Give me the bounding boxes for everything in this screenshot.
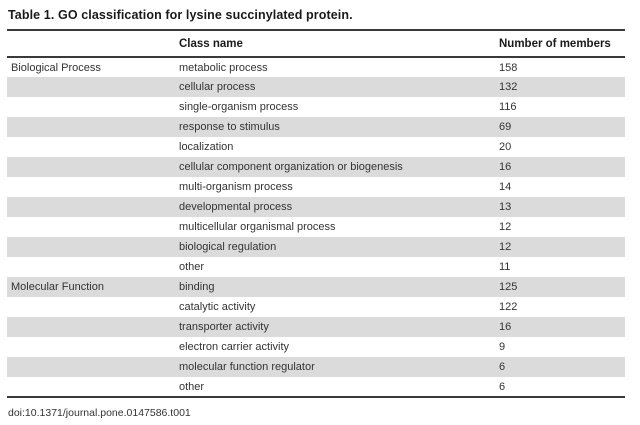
- table-row: Molecular Function binding 125: [7, 277, 625, 297]
- row-class-name-cell: response to stimulus: [179, 121, 280, 133]
- row-group-cell: [7, 197, 179, 217]
- row-class-name-cell: single-organism process: [179, 101, 299, 113]
- table-row: catalytic activity 122: [7, 297, 625, 317]
- header-row: Class name Number of members: [7, 30, 625, 58]
- row-members-cell: 14: [499, 181, 512, 193]
- table-row: multicellular organismal process 12: [7, 217, 625, 237]
- table-row: transporter activity 16: [7, 317, 625, 337]
- row-members-cell: 9: [499, 341, 506, 353]
- table-row: biological regulation 12: [7, 237, 625, 257]
- row-members-cell: 122: [499, 301, 518, 313]
- row-group-cell: [7, 177, 179, 197]
- doi-text: doi:10.1371/journal.pone.0147586.t001: [8, 407, 191, 419]
- row-members-cell: 13: [499, 201, 512, 213]
- table-row: molecular function regulator 6: [7, 357, 625, 377]
- row-members-cell: 69: [499, 121, 512, 133]
- table-header: Class name Number of members: [7, 30, 625, 58]
- table-row: electron carrier activity 9: [7, 337, 625, 357]
- row-group-cell: [7, 377, 179, 397]
- table-row: single-organism process 116: [7, 97, 625, 117]
- row-group-cell: [7, 137, 179, 157]
- row-class-name-cell: metabolic process: [179, 61, 268, 74]
- table-row: developmental process 13: [7, 197, 625, 217]
- row-class-name-cell: catalytic activity: [179, 301, 256, 313]
- table-figure: Table 1. GO classification for lysine su…: [7, 0, 625, 419]
- row-class-name-cell: biological regulation: [179, 241, 277, 253]
- row-class-name-cell: localization: [179, 141, 234, 153]
- row-group-cell: [7, 317, 179, 337]
- go-classification-table: Class name Number of members Biological …: [7, 29, 625, 398]
- table-row: multi-organism process 14: [7, 177, 625, 197]
- table-body: Biological Process metabolic process 158 ce…: [7, 57, 625, 397]
- row-members-cell: 12: [499, 241, 512, 253]
- row-members-cell: 125: [499, 281, 518, 293]
- row-class-name-cell: developmental process: [179, 201, 293, 213]
- row-group-cell: Biological Process: [11, 61, 101, 74]
- table-row: other 11: [7, 257, 625, 277]
- table-row: Biological Process metabolic process 158: [7, 57, 625, 77]
- row-class-name-cell: transporter activity: [179, 321, 269, 333]
- table-row: cellular process 132: [7, 77, 625, 97]
- row-group-cell: [7, 237, 179, 257]
- row-class-name-cell: electron carrier activity: [179, 341, 290, 353]
- row-group-cell: [7, 357, 179, 377]
- table-row: other 6: [7, 377, 625, 397]
- row-class-name-cell: cellular component organization or bioge…: [179, 161, 403, 173]
- row-members-cell: 132: [499, 81, 518, 93]
- row-group-cell: [7, 117, 179, 137]
- row-class-name-cell: other: [179, 380, 205, 393]
- row-group-cell: [7, 217, 179, 237]
- table-row: cellular component organization or bioge…: [7, 157, 625, 177]
- row-members-cell: 116: [499, 101, 517, 113]
- row-members-cell: 16: [499, 161, 512, 173]
- table-row: response to stimulus 69: [7, 117, 625, 137]
- row-group-cell: Molecular Function: [11, 281, 104, 293]
- row-group-cell: [7, 337, 179, 357]
- header-class-name: Class name: [179, 30, 499, 58]
- row-members-cell: 16: [499, 321, 512, 333]
- header-group-cell: [7, 30, 179, 58]
- row-class-name-cell: cellular process: [179, 81, 256, 93]
- row-group-cell: [7, 257, 179, 277]
- row-group-cell: [7, 157, 179, 177]
- row-class-name-cell: binding: [179, 281, 215, 293]
- row-group-cell: [7, 97, 179, 117]
- row-group-cell: [7, 77, 179, 97]
- row-members-cell: 158: [499, 61, 518, 74]
- table-title: Table 1. GO classification for lysine su…: [8, 8, 353, 22]
- row-members-cell: 20: [499, 141, 512, 153]
- row-class-name-cell: other: [179, 261, 205, 273]
- row-class-name-cell: multicellular organismal process: [179, 221, 336, 233]
- row-members-cell: 6: [499, 361, 506, 373]
- header-number-of-members: Number of members: [499, 30, 625, 58]
- row-members-cell: 6: [499, 380, 506, 393]
- row-group-cell: [7, 297, 179, 317]
- row-members-cell: 11: [499, 261, 511, 273]
- table-row: localization 20: [7, 137, 625, 157]
- row-class-name-cell: multi-organism process: [179, 181, 293, 193]
- row-members-cell: 12: [499, 221, 512, 233]
- row-class-name-cell: molecular function regulator: [179, 361, 315, 373]
